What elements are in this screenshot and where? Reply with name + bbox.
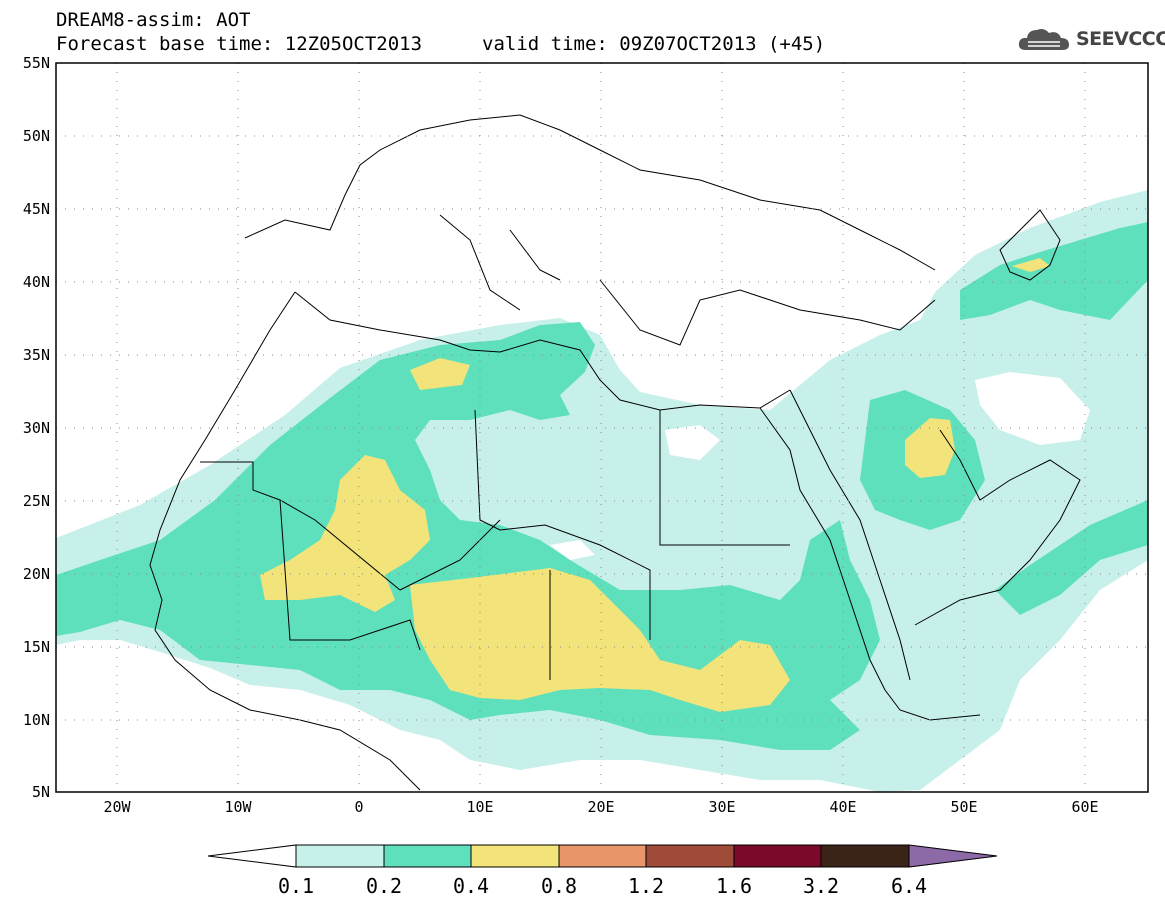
colorbar-segment: [383, 844, 472, 868]
aot-contour-0.4-atlas: [410, 358, 470, 390]
lon-label: 10E: [466, 798, 493, 816]
coastline-red-sea: [759, 407, 981, 721]
colorbar-label: 1.2: [628, 874, 664, 898]
coastline-caspian: [999, 209, 1061, 281]
colorbar-label: 0.1: [278, 874, 314, 898]
colorbar-segment: [470, 844, 560, 868]
forecast-base-time: Forecast base time: 12Z05OCT2013: [56, 33, 423, 55]
colorbar-segment: [645, 844, 735, 868]
colorbar-label: 0.2: [366, 874, 402, 898]
colorbar: 0.1 0.2 0.4 0.8 1.2 1.6 3.2 6.4: [207, 844, 998, 898]
border-lines: [200, 409, 790, 680]
aot-clear-patch-2: [665, 425, 720, 460]
coastline-africa-north: [294, 291, 791, 411]
coastline-africa-west: [149, 291, 421, 791]
lat-label: 10N: [23, 711, 50, 729]
seevccc-logo: SEEVCCC: [1016, 22, 1165, 56]
lat-label: 20N: [23, 565, 50, 583]
aot-contour-0.2-oman: [995, 500, 1148, 615]
lat-label: 55N: [23, 54, 50, 72]
aot-clear-patch-1: [975, 372, 1090, 445]
lat-label: 45N: [23, 200, 50, 218]
map-title: DREAM8-assim: AOT: [56, 9, 251, 31]
coastlines: [149, 114, 1081, 791]
map-frame: [55, 62, 1149, 793]
colorbar-label: 0.8: [541, 874, 577, 898]
valid-time: valid time: 09Z07OCT2013 (+45): [482, 33, 826, 55]
aot-contour-0.4-caspian: [1012, 258, 1050, 272]
lon-label: 20W: [103, 798, 131, 816]
colorbar-label: 3.2: [803, 874, 839, 898]
lat-label: 35N: [23, 346, 50, 364]
colorbar-label: 0.4: [453, 874, 489, 898]
lat-label: 5N: [32, 783, 50, 801]
logo-text: SEEVCCC: [1076, 28, 1165, 50]
lon-label: 20E: [587, 798, 614, 816]
colorbar-segment: [295, 844, 385, 868]
lon-label: 60E: [1071, 798, 1098, 816]
lat-label: 50N: [23, 127, 50, 145]
colorbar-segment: [733, 844, 822, 868]
colorbar-lower-arrow: [207, 844, 297, 868]
lat-label: 40N: [23, 273, 50, 291]
aot-contour-0.2: [56, 322, 880, 750]
aot-contour-0.4-west: [260, 455, 430, 612]
colorbar-segment: [558, 844, 647, 868]
lon-labels: 20W 10W 0 10E 20E 30E 40E 50E 60E: [103, 798, 1098, 816]
coastline-arabia: [789, 389, 1081, 681]
lat-labels: 55N 50N 45N 40N 35N 30N 25N 20N 15N 10N …: [23, 54, 50, 801]
aot-contour-0.2-caspian: [960, 222, 1148, 320]
colorbar-label: 1.6: [716, 874, 752, 898]
lat-label: 25N: [23, 492, 50, 510]
lat-label: 30N: [23, 419, 50, 437]
colorbar-upper-arrow: [908, 844, 998, 868]
lon-label: 10W: [224, 798, 252, 816]
cloud-icon: [1018, 29, 1069, 50]
lon-label: 30E: [708, 798, 735, 816]
colorbar-segment: [820, 844, 910, 868]
lon-label: 0: [354, 798, 363, 816]
aot-clear-patch-3: [550, 540, 595, 560]
aot-contour-0.4-central: [410, 568, 790, 712]
coastline-europe: [244, 114, 936, 346]
gridlines: [56, 63, 1148, 792]
lon-label: 40E: [829, 798, 856, 816]
colorbar-label: 6.4: [891, 874, 927, 898]
aot-field: [56, 190, 1148, 792]
lon-label: 50E: [950, 798, 977, 816]
lat-label: 15N: [23, 638, 50, 656]
